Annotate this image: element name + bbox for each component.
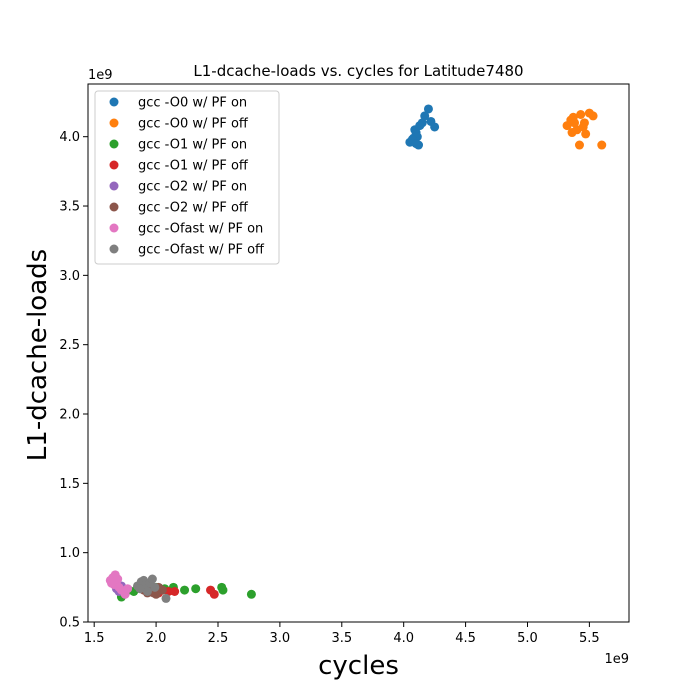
y-tick-label: 4.0 bbox=[59, 130, 80, 145]
data-point bbox=[588, 111, 598, 121]
y-tick-label: 1.0 bbox=[59, 546, 80, 561]
data-point bbox=[170, 586, 180, 596]
data-point bbox=[574, 140, 584, 150]
legend-marker bbox=[109, 223, 119, 233]
series-6 bbox=[105, 570, 133, 599]
x-tick-label: 4.5 bbox=[455, 631, 476, 646]
x-offset-label: 1e9 bbox=[604, 652, 629, 667]
x-axis: 1.5 2.0 2.5 3.0 3.5 4.0 4.5 5.0 5.5 bbox=[84, 622, 600, 646]
y-axis-label: L1-dcache-loads bbox=[23, 249, 53, 461]
data-point bbox=[570, 118, 580, 128]
data-point bbox=[597, 140, 607, 150]
data-point bbox=[430, 122, 440, 132]
data-point bbox=[218, 585, 228, 595]
data-point bbox=[161, 593, 171, 603]
legend-label: gcc -Ofast w/ PF on bbox=[138, 222, 263, 237]
legend-marker bbox=[109, 202, 119, 212]
data-point bbox=[107, 578, 117, 588]
legend-label: gcc -O2 w/ PF off bbox=[138, 201, 249, 216]
legend-marker bbox=[109, 160, 119, 170]
y-tick-label: 2.0 bbox=[59, 408, 80, 423]
legend-marker bbox=[109, 244, 119, 254]
data-point bbox=[180, 585, 190, 595]
data-point bbox=[147, 574, 157, 584]
plot-frame bbox=[87, 83, 630, 623]
legend-label: gcc -O0 w/ PF on bbox=[138, 96, 247, 111]
y-tick-label: 1.5 bbox=[59, 477, 80, 492]
x-tick-label: 2.0 bbox=[146, 631, 167, 646]
y-axis: 0.5 1.0 1.5 2.0 2.5 3.0 3.5 4.0 bbox=[59, 130, 88, 631]
data-point bbox=[157, 585, 167, 595]
legend-box bbox=[94, 90, 280, 265]
data-point bbox=[135, 584, 145, 594]
data-point bbox=[423, 104, 433, 114]
series-1 bbox=[562, 108, 607, 150]
chart-title: L1-dcache-loads vs. cycles for Latitude7… bbox=[193, 62, 523, 80]
legend-marker bbox=[109, 139, 119, 149]
data-point bbox=[415, 121, 425, 131]
x-tick-label: 3.0 bbox=[270, 631, 291, 646]
legend-label: gcc -O1 w/ PF off bbox=[138, 159, 249, 174]
data-point bbox=[191, 584, 201, 594]
x-axis-label: cycles bbox=[318, 651, 399, 681]
legend-label: gcc -O1 w/ PF on bbox=[138, 138, 247, 153]
y-tick-label: 3.0 bbox=[59, 269, 80, 284]
y-offset-label: 1e9 bbox=[88, 68, 113, 83]
legend-label: gcc -O2 w/ PF on bbox=[138, 180, 247, 195]
data-point bbox=[246, 589, 256, 599]
x-tick-label: 4.0 bbox=[393, 631, 414, 646]
data-point bbox=[123, 584, 133, 594]
y-tick-label: 0.5 bbox=[59, 616, 80, 631]
y-tick-label: 3.5 bbox=[59, 200, 80, 215]
data-point bbox=[567, 128, 577, 138]
data-point bbox=[209, 589, 219, 599]
x-tick-label: 2.5 bbox=[208, 631, 229, 646]
legend-marker bbox=[109, 181, 119, 191]
plot-area bbox=[105, 104, 607, 603]
data-point bbox=[420, 111, 430, 121]
x-tick-label: 1.5 bbox=[84, 631, 105, 646]
data-point bbox=[150, 582, 160, 592]
data-point bbox=[411, 139, 421, 149]
y-tick-label: 2.5 bbox=[59, 338, 80, 353]
x-tick-label: 5.5 bbox=[579, 631, 600, 646]
series-0 bbox=[405, 104, 440, 150]
legend: gcc -O0 w/ PF on gcc -O0 w/ PF off gcc -O1… bbox=[94, 90, 280, 265]
legend-label: gcc -Ofast w/ PF off bbox=[138, 243, 265, 258]
legend-marker bbox=[109, 97, 119, 107]
series-7 bbox=[133, 574, 171, 603]
x-tick-label: 3.5 bbox=[331, 631, 352, 646]
legend-marker bbox=[109, 118, 119, 128]
legend-label: gcc -O0 w/ PF off bbox=[138, 117, 249, 132]
data-point bbox=[581, 129, 591, 139]
data-point bbox=[576, 110, 586, 120]
x-tick-label: 5.0 bbox=[517, 631, 538, 646]
data-point bbox=[579, 118, 589, 128]
data-point bbox=[142, 586, 152, 596]
